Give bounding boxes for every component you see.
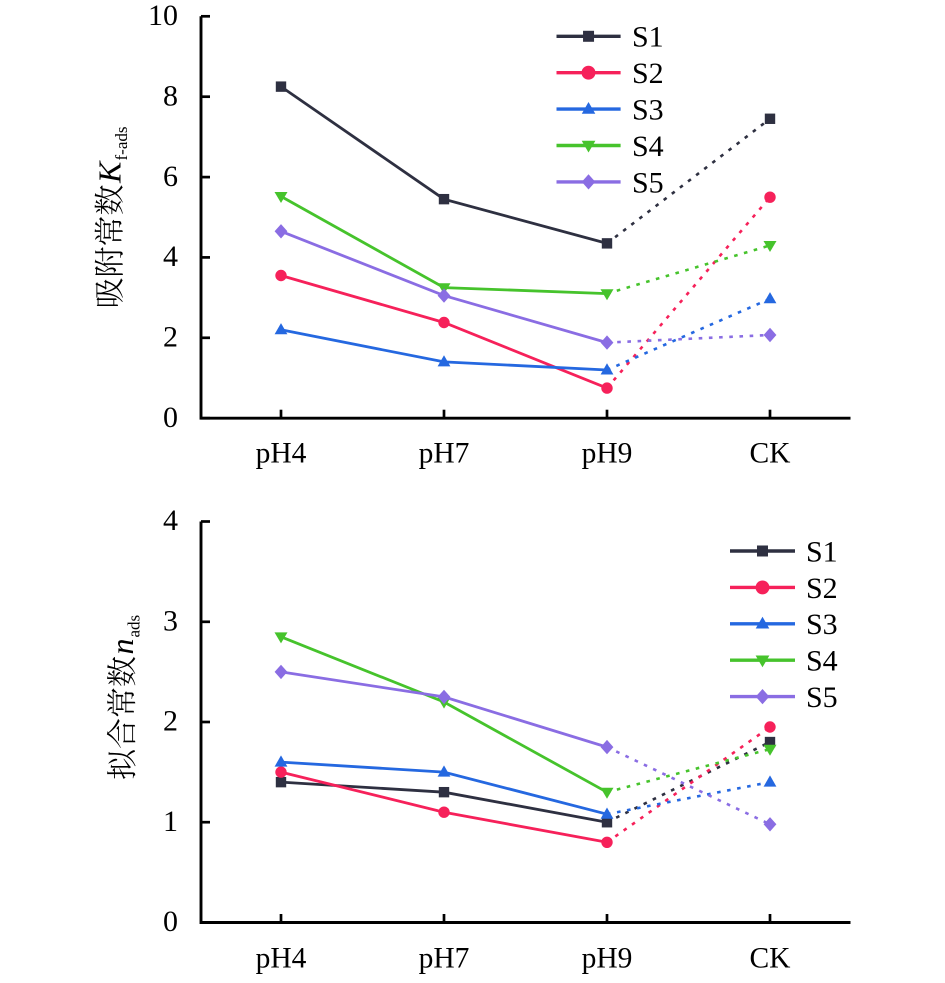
svg-text:4: 4 <box>163 240 178 273</box>
svg-text:S5: S5 <box>632 166 664 199</box>
svg-text:1: 1 <box>163 805 178 838</box>
svg-text:CK: CK <box>750 437 791 469</box>
svg-text:K: K <box>92 160 128 184</box>
svg-text:10: 10 <box>148 0 178 32</box>
svg-text:S4: S4 <box>632 130 664 163</box>
svg-text:pH7: pH7 <box>419 943 470 975</box>
svg-text:8: 8 <box>163 79 178 112</box>
svg-text:S3: S3 <box>632 94 664 127</box>
svg-text:S1: S1 <box>806 535 838 568</box>
svg-text:CK: CK <box>750 943 791 975</box>
svg-text:ads: ads <box>125 615 144 638</box>
svg-text:6: 6 <box>163 160 178 193</box>
svg-text:0: 0 <box>163 905 178 938</box>
svg-text:pH9: pH9 <box>582 943 633 975</box>
svg-text:pH4: pH4 <box>256 437 307 469</box>
svg-text:S1: S1 <box>632 21 664 54</box>
svg-text:S2: S2 <box>632 57 664 90</box>
svg-text:pH7: pH7 <box>419 437 470 469</box>
svg-text:3: 3 <box>163 605 178 638</box>
svg-text:4: 4 <box>163 504 178 537</box>
svg-text:S5: S5 <box>806 681 838 714</box>
svg-text:pH9: pH9 <box>582 437 633 469</box>
svg-text:2: 2 <box>163 705 178 738</box>
svg-text:S2: S2 <box>806 572 838 605</box>
svg-text:2: 2 <box>163 321 178 354</box>
svg-text:S4: S4 <box>806 645 838 678</box>
svg-text:pH4: pH4 <box>256 943 307 975</box>
svg-text:n: n <box>104 639 140 655</box>
svg-text:f-ads: f-ads <box>112 127 131 161</box>
svg-text:0: 0 <box>163 401 178 434</box>
svg-text:S3: S3 <box>806 608 838 641</box>
